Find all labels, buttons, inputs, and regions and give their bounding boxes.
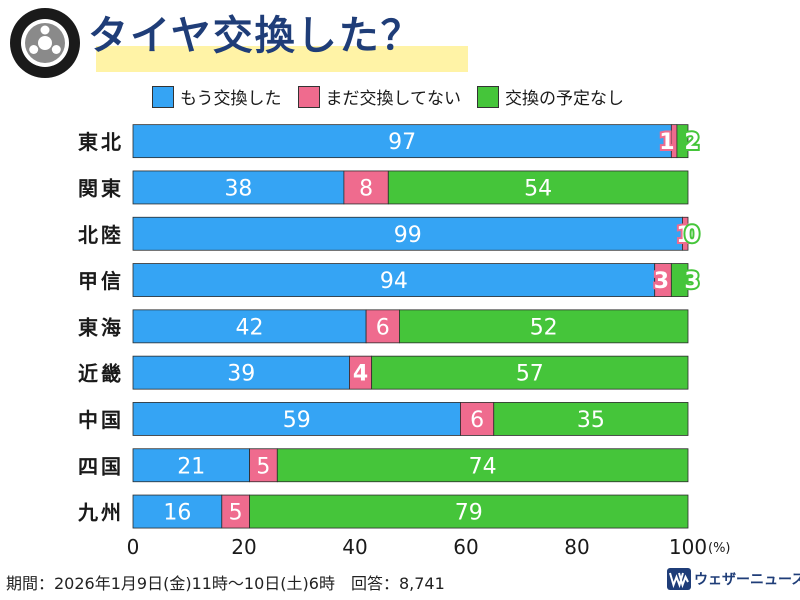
legend-label-planning: まだ交換してない xyxy=(325,89,462,109)
category-label: 東北 xyxy=(78,130,124,154)
bar-segment-exchanged xyxy=(132,170,345,205)
legend-swatch-no-plan xyxy=(477,85,499,108)
chart-title: タイヤ交換した？ xyxy=(88,13,423,59)
data-label-no-plan: 74 xyxy=(469,454,497,479)
data-label-exchanged: 97 xyxy=(388,130,416,155)
x-tick-label: 60 xyxy=(453,535,478,559)
bar-segment-exchanged xyxy=(132,494,223,529)
data-label-planning: 8 xyxy=(359,176,373,201)
legend-item-planning: まだ交換してない xyxy=(297,84,462,109)
legend-swatch-planning xyxy=(297,85,320,108)
category-label: 甲信 xyxy=(78,269,124,293)
data-label-exchanged: 39 xyxy=(227,362,255,387)
x-tick-label: 40 xyxy=(342,535,367,559)
x-tick-label: 100 xyxy=(669,535,707,559)
bar-segment-no-plan xyxy=(249,494,689,529)
bar-segment-exchanged xyxy=(132,448,250,483)
data-label-exchanged: 59 xyxy=(283,408,311,433)
data-label-no-plan: 35 xyxy=(577,408,605,433)
x-tick-label: 20 xyxy=(231,535,256,559)
data-label-exchanged: 42 xyxy=(236,315,264,340)
data-label-no-plan: 2 xyxy=(684,130,699,155)
data-label-planning: 3 xyxy=(654,269,669,294)
survey-footer: 期間：2026年1月9日(金)11時〜10日(土)6時 回答：8,741 xyxy=(6,574,445,593)
data-label-planning: 6 xyxy=(376,315,390,340)
tire-icon xyxy=(10,8,80,78)
bar-segment-no-plan xyxy=(670,263,689,297)
bar-segment-exchanged xyxy=(132,216,683,251)
bar-segment-planning xyxy=(221,494,250,529)
bar-segment-planning xyxy=(682,216,689,251)
bar-segment-no-plan xyxy=(493,402,689,436)
category-label: 中国 xyxy=(78,408,124,432)
data-label-exchanged: 99 xyxy=(394,223,422,248)
weathernews-logo: ウェザーニュース xyxy=(667,568,800,590)
category-label: 東海 xyxy=(78,315,124,339)
category-label: 九州 xyxy=(77,501,124,525)
bar-segment-exchanged xyxy=(132,263,656,297)
data-label-exchanged: 21 xyxy=(177,454,205,479)
category-label: 北陸 xyxy=(78,223,124,247)
category-label: 四国 xyxy=(78,454,124,478)
bar-segment-planning xyxy=(249,448,278,483)
bar-segment-exchanged xyxy=(132,402,461,436)
bar-segment-planning xyxy=(343,170,389,205)
data-label-no-plan: 54 xyxy=(524,176,552,201)
bar-segment-no-plan xyxy=(398,309,689,344)
bar-segment-planning xyxy=(365,309,400,344)
bar-segment-no-plan xyxy=(371,355,689,390)
data-label-no-plan: 0 xyxy=(684,223,699,248)
data-label-planning: 6 xyxy=(470,408,484,433)
category-label: 関東 xyxy=(78,176,124,200)
legend-label-no-plan: 交換の予定なし xyxy=(505,89,624,109)
bar-segment-exchanged xyxy=(132,309,367,344)
data-label-exchanged: 38 xyxy=(224,176,252,201)
x-tick-label: 80 xyxy=(564,535,589,559)
title-highlight xyxy=(96,46,468,72)
x-tick-label: 0 xyxy=(127,535,140,559)
bar-segment-no-plan xyxy=(676,124,689,159)
legend-item-exchanged: もう交換した xyxy=(152,84,282,109)
bar-segment-no-plan xyxy=(387,170,689,205)
legend-item-no-plan: 交換の予定なし xyxy=(477,84,624,109)
data-label-planning: 1 xyxy=(676,223,691,248)
data-label-planning: 5 xyxy=(256,454,270,479)
data-label-no-plan: 79 xyxy=(455,501,483,526)
data-label-planning: 5 xyxy=(229,501,243,526)
legend: もう交換した まだ交換してない 交換の予定なし xyxy=(152,84,624,109)
x-unit-label: (%) xyxy=(708,541,731,556)
data-label-no-plan: 3 xyxy=(684,269,699,294)
bar-segment-exchanged xyxy=(132,124,672,159)
title-block: タイヤ交換した？ xyxy=(86,8,468,72)
logo-mark-icon xyxy=(667,568,691,590)
data-label-planning: 4 xyxy=(353,362,368,387)
category-label: 近畿 xyxy=(78,362,124,386)
bar-segment-exchanged xyxy=(132,355,350,390)
logo-text: ウェザーニュース xyxy=(694,572,800,588)
legend-label-exchanged: もう交換した xyxy=(180,89,282,109)
data-label-no-plan: 52 xyxy=(530,315,558,340)
legend-swatch-exchanged xyxy=(152,85,174,108)
data-label-planning: 1 xyxy=(659,130,674,155)
data-label-no-plan: 57 xyxy=(516,362,544,387)
data-label-exchanged: 94 xyxy=(380,269,408,294)
data-label-exchanged: 16 xyxy=(163,501,191,526)
bar-segment-no-plan xyxy=(276,448,689,483)
